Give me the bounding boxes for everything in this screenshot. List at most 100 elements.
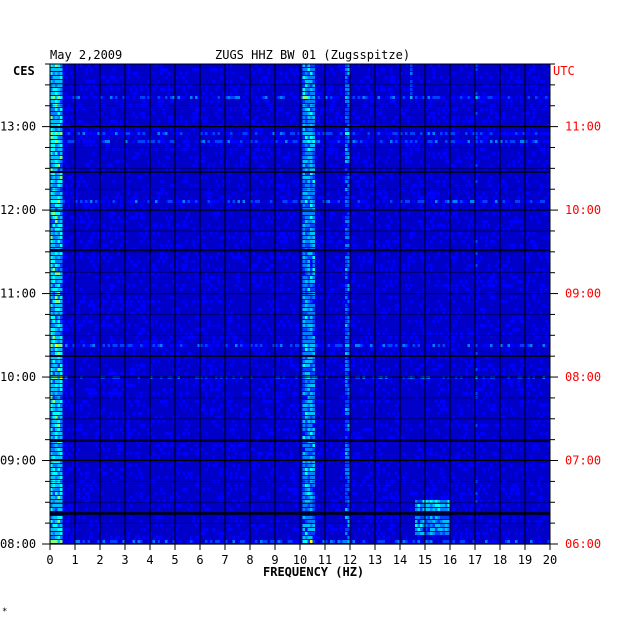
- spectrogram-cell: [387, 252, 390, 255]
- spectrogram-cell: [365, 76, 368, 79]
- spectrogram-cell: [510, 364, 513, 367]
- spectrogram-cell: [302, 324, 305, 327]
- spectrogram-cell: [477, 132, 480, 135]
- spectrogram-cell: [235, 404, 238, 407]
- spectrogram-cell: [57, 156, 60, 159]
- spectrogram-cell: [102, 132, 105, 135]
- spectrogram-cell: [382, 356, 385, 359]
- spectrogram-cell: [305, 260, 308, 263]
- spectrogram-cell: [435, 192, 438, 195]
- spectrogram-cell: [82, 108, 85, 111]
- spectrogram-cell: [237, 344, 240, 347]
- spectrogram-cell: [250, 88, 253, 91]
- spectrogram-cell: [360, 264, 363, 267]
- spectrogram-cell: [90, 344, 93, 347]
- spectrogram-cell: [527, 112, 530, 115]
- spectrogram-cell: [475, 112, 478, 115]
- spectrogram-cell: [115, 228, 118, 231]
- spectrogram-cell: [307, 172, 310, 175]
- spectrogram-cell: [347, 140, 350, 143]
- spectrogram-cell: [390, 68, 393, 71]
- spectrogram-cell: [112, 212, 115, 215]
- spectrogram-cell: [57, 92, 60, 95]
- spectrogram-cell: [367, 136, 370, 139]
- spectrogram-cell: [407, 140, 410, 143]
- spectrogram-cell: [490, 76, 493, 79]
- spectrogram-cell: [205, 272, 208, 275]
- spectrogram-cell: [157, 120, 160, 123]
- spectrogram-cell: [432, 116, 435, 119]
- spectrogram-cell: [245, 100, 248, 103]
- spectrogram-cell: [87, 132, 90, 135]
- spectrogram-cell: [57, 308, 60, 311]
- spectrogram-cell: [467, 180, 470, 183]
- spectrogram-cell: [345, 80, 348, 83]
- spectrogram-cell: [92, 256, 95, 259]
- spectrogram-cell: [305, 272, 308, 275]
- spectrogram-cell: [497, 116, 500, 119]
- spectrogram-cell: [347, 148, 350, 151]
- spectrogram-cell: [315, 332, 318, 335]
- spectrogram-cell: [75, 192, 78, 195]
- spectrogram-cell: [195, 184, 198, 187]
- spectrogram-cell: [330, 120, 333, 123]
- spectrogram-cell: [410, 336, 413, 339]
- spectrogram-cell: [112, 380, 115, 383]
- spectrogram-cell: [52, 384, 55, 387]
- spectrogram-cell: [405, 372, 408, 375]
- spectrogram-cell: [160, 100, 163, 103]
- spectrogram-cell: [52, 112, 55, 115]
- spectrogram-cell: [367, 328, 370, 331]
- spectrogram-cell: [52, 196, 55, 199]
- spectrogram-cell: [202, 256, 205, 259]
- spectrogram-cell: [462, 284, 465, 287]
- spectrogram-cell: [300, 244, 303, 247]
- spectrogram-cell: [300, 80, 303, 83]
- spectrogram-cell: [247, 140, 250, 143]
- spectrogram-cell: [305, 276, 308, 279]
- spectrogram-cell: [310, 172, 313, 175]
- spectrogram-cell: [235, 380, 238, 383]
- spectrogram-cell: [375, 88, 378, 91]
- spectrogram-cell: [425, 200, 428, 203]
- spectrogram-cell: [467, 352, 470, 355]
- spectrogram-cell: [525, 144, 528, 147]
- spectrogram-cell: [170, 296, 173, 299]
- spectrogram-cell: [312, 384, 315, 387]
- spectrogram-cell: [197, 416, 200, 419]
- spectrogram-cell: [467, 404, 470, 407]
- spectrogram-cell: [310, 328, 313, 331]
- spectrogram-cell: [330, 272, 333, 275]
- spectrogram-cell: [197, 108, 200, 111]
- spectrogram-cell: [227, 236, 230, 239]
- spectrogram-cell: [507, 284, 510, 287]
- spectrogram-cell: [465, 280, 468, 283]
- spectrogram-cell: [282, 232, 285, 235]
- spectrogram-cell: [515, 216, 518, 219]
- spectrogram-cell: [140, 328, 143, 331]
- spectrogram-cell: [50, 116, 53, 119]
- spectrogram-cell: [55, 232, 58, 235]
- spectrogram-cell: [475, 236, 478, 239]
- spectrogram-cell: [80, 136, 83, 139]
- spectrogram-cell: [302, 140, 305, 143]
- spectrogram-cell: [165, 400, 168, 403]
- spectrogram-cell: [287, 384, 290, 387]
- spectrogram-cell: [307, 196, 310, 199]
- spectrogram-cell: [72, 168, 75, 171]
- spectrogram-cell: [202, 120, 205, 123]
- spectrogram-cell: [57, 412, 60, 415]
- spectrogram-cell: [482, 384, 485, 387]
- spectrogram-cell: [65, 356, 68, 359]
- spectrogram-cell: [512, 132, 515, 135]
- spectrogram-cell: [237, 372, 240, 375]
- spectrogram-cell: [465, 360, 468, 363]
- spectrogram-cell: [422, 200, 425, 203]
- spectrogram-cell: [137, 400, 140, 403]
- spectrogram-cell: [227, 180, 230, 183]
- spectrogram-cell: [105, 80, 108, 83]
- spectrogram-cell: [155, 348, 158, 351]
- spectrogram-cell: [305, 72, 308, 75]
- spectrogram-cell: [382, 200, 385, 203]
- spectrogram-cell: [107, 232, 110, 235]
